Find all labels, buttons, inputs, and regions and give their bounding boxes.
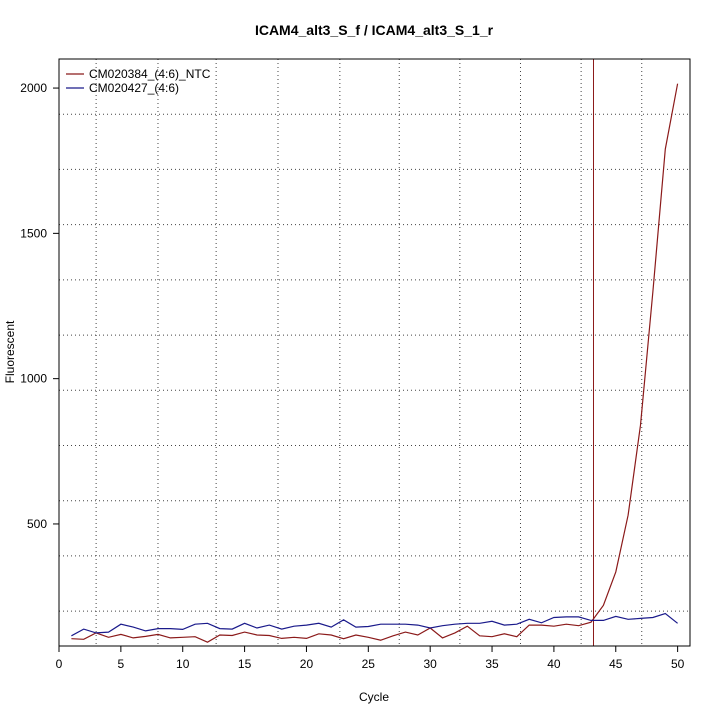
series-layer — [71, 83, 679, 643]
x-tick-label: 50 — [671, 657, 685, 671]
grid-lines — [59, 59, 690, 646]
x-tick-label: 15 — [238, 657, 252, 671]
legend-entry: CM020427_(4:6) — [89, 81, 179, 95]
x-tick-label: 5 — [118, 657, 125, 671]
x-tick-label: 20 — [300, 657, 314, 671]
series-line-1 — [71, 83, 679, 643]
y-tick-label: 1000 — [20, 372, 47, 386]
y-tick-label: 2000 — [20, 81, 47, 95]
x-tick-label: 35 — [485, 657, 499, 671]
x-axis-label: Cycle — [359, 690, 389, 704]
x-tick-label: 30 — [423, 657, 437, 671]
x-tick-label: 10 — [176, 657, 190, 671]
y-tick-label: 500 — [27, 517, 47, 531]
y-tick-label: 1500 — [20, 226, 47, 240]
y-axis: 500 1000 1500 2000 — [20, 81, 59, 531]
x-tick-label: 25 — [362, 657, 376, 671]
chart-title: ICAM4_alt3_S_f / ICAM4_alt3_S_1_r — [255, 22, 494, 38]
x-tick-label: 40 — [547, 657, 561, 671]
plot-frame — [58, 58, 691, 647]
y-axis-label: Fluorescent — [3, 320, 17, 383]
x-tick-label: 0 — [56, 657, 63, 671]
series-line-2 — [71, 612, 678, 637]
x-axis: 0 5 10 15 20 25 30 35 40 45 50 — [56, 646, 685, 671]
legend-entry: CM020384_(4:6)_NTC — [89, 67, 211, 81]
x-tick-label: 45 — [609, 657, 623, 671]
